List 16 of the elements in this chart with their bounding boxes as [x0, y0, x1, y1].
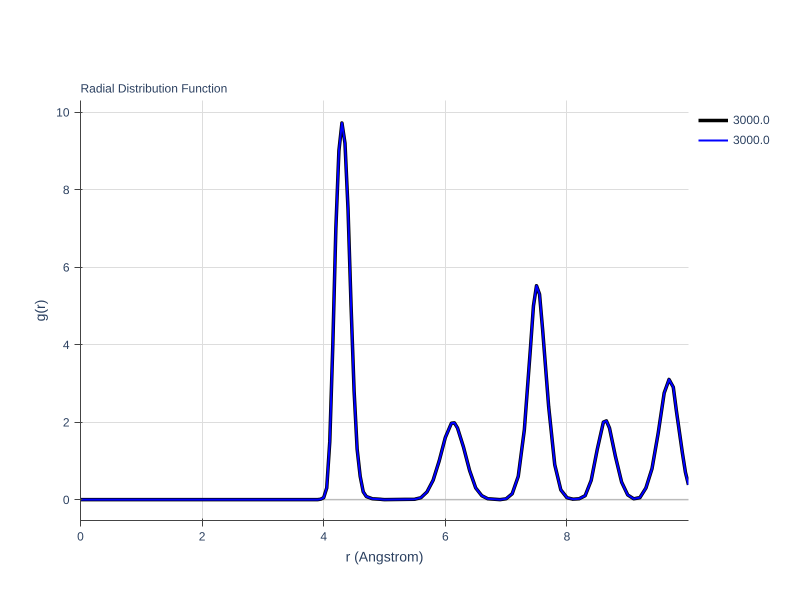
y-tick-label: 0 — [62, 493, 70, 508]
legend-label: 3000.0 — [733, 113, 770, 127]
x-tick-label: 4 — [320, 530, 328, 544]
legend-label: 3000.0 — [733, 133, 770, 147]
y-tick-label: 8 — [62, 183, 70, 198]
y-tick-label: 6 — [62, 260, 70, 275]
y-axis-title: g(r) — [32, 300, 48, 322]
x-axis-title: r (Angstrom) — [346, 548, 424, 564]
y-tick-label: 4 — [62, 338, 70, 352]
chart-title: Radial Distribution Function — [80, 82, 228, 96]
x-tick-label: 0 — [77, 530, 84, 544]
x-tick-label: 2 — [198, 530, 206, 544]
x-tick-label: 6 — [442, 530, 449, 544]
y-tick-label: 10 — [56, 106, 70, 120]
x-tick-label: 8 — [564, 530, 571, 544]
y-tick-label: 2 — [62, 416, 70, 430]
